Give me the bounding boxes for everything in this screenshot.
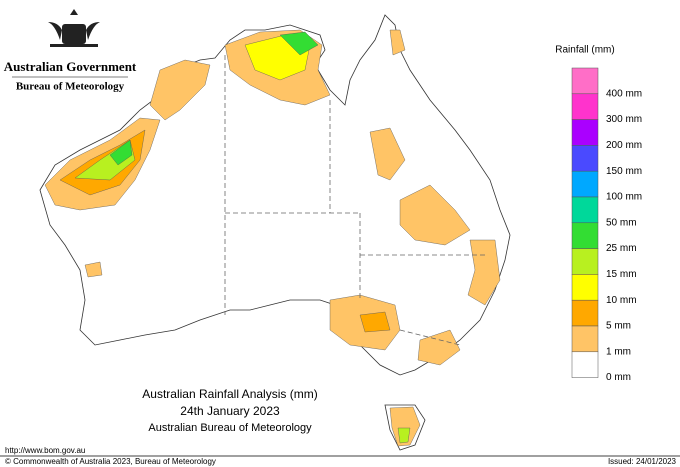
legend-label: 150 mm [606,166,642,177]
legend-label: 10 mm [606,295,637,306]
legend-swatch [571,222,599,249]
government-name: Australian Government [4,59,137,74]
legend-label: 15 mm [606,269,637,280]
legend-label: 1 mm [606,346,631,357]
legend-label: 25 mm [606,243,637,254]
issued-date: Issued: 24/01/2023 [608,457,677,466]
legend-swatch [571,119,599,146]
legend-swatch [571,274,599,301]
legend-swatch [571,299,599,327]
copyright: © Commonwealth of Australia 2023, Bureau… [5,457,216,466]
legend: 400 mm 300 mm 200 mm 150 mm 100 mm 50 mm 25 mm… [571,67,642,383]
legend-swatch [571,196,599,224]
map-date: 24th January 2023 [180,404,280,418]
legend-swatch [571,351,599,378]
legend-label: 200 mm [606,140,642,151]
legend-label: 0 mm [606,372,631,383]
legend-title: Rainfall (mm) [555,45,614,56]
rainfall-areas [44,29,501,447]
state-borders [224,55,485,346]
legend-swatch [571,145,599,172]
legend-swatch [571,325,599,353]
legend-label: 400 mm [606,88,642,99]
legend-label: 300 mm [606,114,642,125]
agency-name: Bureau of Meteorology [16,81,125,93]
legend-swatch [571,67,599,95]
australia-map [39,14,511,451]
crest [48,9,100,47]
url: http://www.bom.gov.au [5,446,85,455]
legend-swatch [571,93,599,120]
map-source: Australian Bureau of Meteorology [148,422,312,434]
legend-swatch [571,170,599,198]
legend-label: 100 mm [606,192,642,203]
legend-label: 50 mm [606,217,637,228]
map-title: Australian Rainfall Analysis (mm) [142,387,317,401]
legend-swatch [571,248,599,275]
legend-label: 5 mm [606,321,631,332]
